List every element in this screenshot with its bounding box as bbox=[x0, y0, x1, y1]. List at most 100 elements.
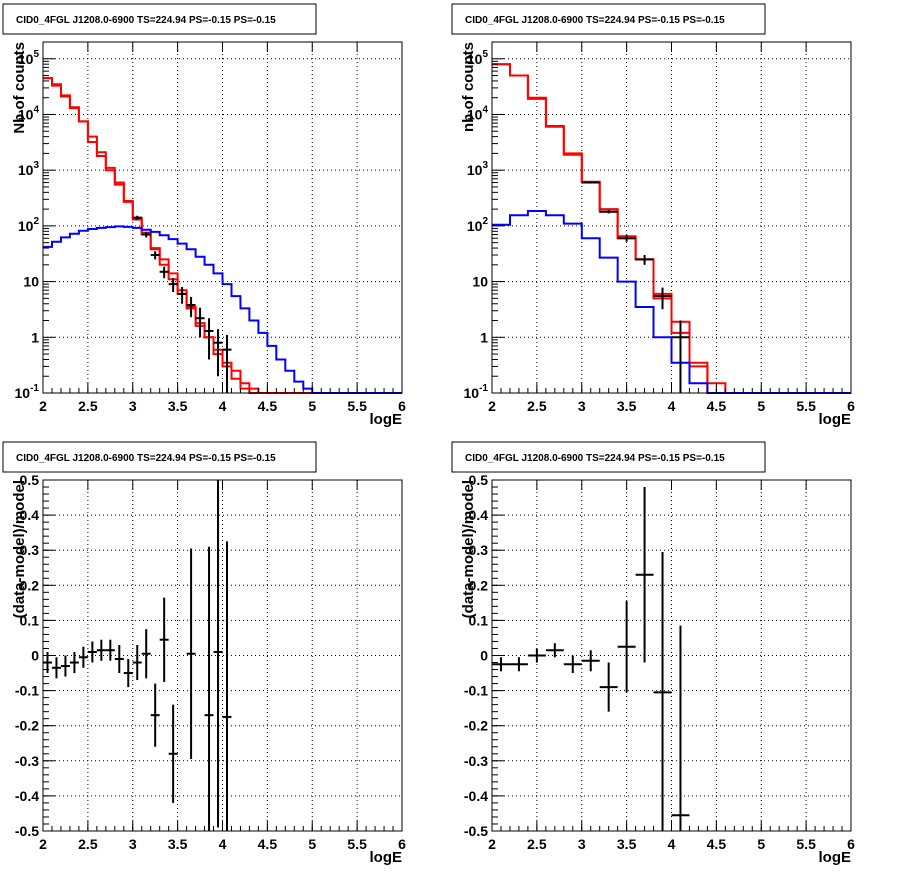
y-tick-label: -0.4 bbox=[464, 788, 488, 804]
x-tick-label: 3 bbox=[129, 398, 137, 414]
x-ticks: 2 2.5 3 3.5 4 4.5 5 5.5 6 bbox=[39, 42, 406, 414]
y-tick-label: 0.4 bbox=[20, 507, 40, 523]
x-tick-label: 5.5 bbox=[796, 398, 816, 414]
total-model-line bbox=[492, 63, 726, 394]
x-tick-label: 4.5 bbox=[707, 836, 727, 852]
y-tick-label: 0.1 bbox=[20, 612, 40, 628]
x-tick-label: 3.5 bbox=[617, 398, 637, 414]
component-model-line bbox=[43, 225, 402, 394]
x-tick-label: 2.5 bbox=[527, 836, 547, 852]
x-ticks: 2 2.5 3 3.5 4 4.5 5 5.5 6 bbox=[488, 480, 855, 852]
y-ticks: 10-1 1 10 102 103 104 105 bbox=[15, 49, 55, 401]
x-tick-label: 2.5 bbox=[78, 398, 98, 414]
y-tick-label: 0.2 bbox=[469, 577, 489, 593]
panel-top-left: CID0_4FGL J1208.0-6900 TS=224.94 PS=-0.1… bbox=[2, 3, 406, 428]
x-tick-label: 2 bbox=[488, 398, 496, 414]
y-tick-label: 1 bbox=[31, 329, 39, 345]
y-ticks: -0.5 -0.4 -0.3 -0.2 -0.1 0 0.1 0.2 0.3 0.4 0.5 bbox=[15, 472, 55, 839]
x-tick-label: 5.5 bbox=[347, 398, 367, 414]
x-tick-label: 6 bbox=[398, 836, 406, 852]
x-tick-label: 4 bbox=[219, 398, 227, 414]
y-axis-label: (data-model)/model bbox=[460, 480, 477, 618]
y-tick-label: 10-1 bbox=[464, 383, 489, 401]
title-box bbox=[2, 3, 317, 35]
y-axis-label: (data-model)/model bbox=[11, 480, 28, 618]
panel-bottom-left: CID0_4FGL J1208.0-6900 TS=224.94 PS=-0.1… bbox=[2, 441, 406, 866]
x-tick-label: 2 bbox=[488, 836, 496, 852]
y-tick-label: -0.1 bbox=[15, 683, 39, 699]
x-tick-label: 6 bbox=[847, 398, 855, 414]
x-tick-label: 4.5 bbox=[707, 398, 727, 414]
y-tick-label: -0.4 bbox=[15, 788, 39, 804]
x-tick-label: 5 bbox=[757, 398, 765, 414]
y-tick-label: 0.1 bbox=[469, 612, 489, 628]
series-layer bbox=[43, 480, 232, 831]
x-tick-label: 6 bbox=[847, 836, 855, 852]
x-tick-label: 2 bbox=[39, 398, 47, 414]
y-tick-label: 0.3 bbox=[20, 542, 40, 558]
title-box bbox=[451, 3, 766, 35]
series-layer bbox=[492, 63, 851, 394]
y-tick-label: 0.5 bbox=[469, 472, 489, 488]
x-tick-label: 3 bbox=[578, 836, 586, 852]
x-axis-label: logE bbox=[370, 849, 403, 866]
y-ticks: -0.5 -0.4 -0.3 -0.2 -0.1 0 0.1 0.2 0.3 0.4 0.5 bbox=[464, 472, 504, 839]
y-axis-label: nb of counts bbox=[460, 42, 477, 132]
y-tick-label: -0.2 bbox=[464, 718, 488, 734]
y-tick-label: 102 bbox=[467, 216, 489, 234]
y-tick-label: 103 bbox=[467, 160, 489, 178]
total-model-line bbox=[43, 77, 268, 394]
y-tick-label: 1 bbox=[480, 329, 488, 345]
y-tick-label: 0.5 bbox=[20, 472, 40, 488]
y-tick-label: 10 bbox=[23, 274, 39, 290]
y-tick-label: -0.3 bbox=[464, 753, 488, 769]
grid bbox=[43, 42, 402, 393]
y-tick-label: 102 bbox=[18, 216, 40, 234]
x-tick-label: 3.5 bbox=[617, 836, 637, 852]
chart-title: CID0_4FGL J1208.0-6900 TS=224.94 PS=-0.1… bbox=[465, 453, 725, 464]
y-tick-label: -0.3 bbox=[15, 753, 39, 769]
panel-bottom-right: CID0_4FGL J1208.0-6900 TS=224.94 PS=-0.1… bbox=[451, 441, 855, 866]
x-tick-label: 5 bbox=[308, 398, 316, 414]
x-tick-label: 4.5 bbox=[258, 398, 278, 414]
panel-top-right: CID0_4FGL J1208.0-6900 TS=224.94 PS=-0.1… bbox=[451, 3, 855, 428]
x-tick-label: 4.5 bbox=[258, 836, 278, 852]
y-tick-label: 10 bbox=[472, 274, 488, 290]
x-tick-label: 3.5 bbox=[168, 836, 188, 852]
grid bbox=[492, 42, 851, 393]
chart-title: CID0_4FGL J1208.0-6900 TS=224.94 PS=-0.1… bbox=[16, 15, 276, 26]
x-tick-label: 4 bbox=[668, 836, 676, 852]
title-box bbox=[451, 441, 766, 473]
y-tick-label: 105 bbox=[18, 49, 40, 67]
x-ticks: 2 2.5 3 3.5 4 4.5 5 5.5 6 bbox=[488, 42, 855, 414]
y-tick-label: 103 bbox=[18, 160, 40, 178]
x-tick-label: 4 bbox=[219, 836, 227, 852]
y-tick-label: 104 bbox=[467, 104, 489, 122]
series-layer bbox=[492, 487, 690, 831]
y-tick-label: -0.5 bbox=[464, 823, 488, 839]
x-tick-label: 5 bbox=[757, 836, 765, 852]
x-axis-label: logE bbox=[370, 411, 403, 428]
y-tick-label: -0.2 bbox=[15, 718, 39, 734]
x-tick-label: 2 bbox=[39, 836, 47, 852]
y-tick-label: 104 bbox=[18, 104, 40, 122]
y-tick-label: -0.1 bbox=[464, 683, 488, 699]
y-tick-label: 0 bbox=[31, 648, 39, 664]
grid bbox=[492, 480, 851, 831]
x-tick-label: 4 bbox=[668, 398, 676, 414]
total-model-line bbox=[43, 77, 402, 394]
title-box bbox=[2, 441, 317, 473]
chart-title: CID0_4FGL J1208.0-6900 TS=224.94 PS=-0.1… bbox=[16, 453, 276, 464]
x-tick-label: 2.5 bbox=[527, 398, 547, 414]
x-tick-label: 3 bbox=[129, 836, 137, 852]
y-tick-label: 0.2 bbox=[20, 577, 40, 593]
y-tick-label: 0.3 bbox=[469, 542, 489, 558]
x-tick-label: 5 bbox=[308, 836, 316, 852]
chart-title: CID0_4FGL J1208.0-6900 TS=224.94 PS=-0.1… bbox=[465, 15, 725, 26]
x-axis-label: logE bbox=[819, 411, 852, 428]
x-ticks: 2 2.5 3 3.5 4 4.5 5 5.5 6 bbox=[39, 480, 406, 852]
x-axis-label: logE bbox=[819, 849, 852, 866]
x-tick-label: 6 bbox=[398, 398, 406, 414]
series-layer bbox=[43, 77, 402, 394]
